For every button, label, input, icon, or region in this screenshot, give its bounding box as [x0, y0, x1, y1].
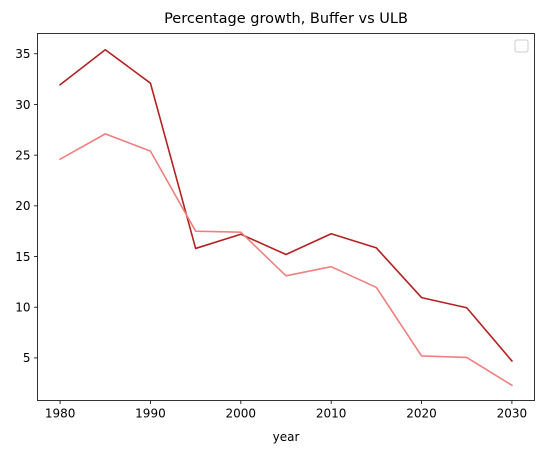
x-tick-label: 2030 — [497, 407, 528, 421]
series-layer — [58, 48, 514, 387]
series-line-2 — [59, 133, 514, 387]
y-tick-label: 20 — [15, 199, 30, 213]
y-tick-label: 5 — [23, 351, 31, 365]
x-axis: 1980 1990 2000 2010 2020 2030 — [45, 400, 528, 421]
chart-title: Percentage growth, Buffer vs ULB — [164, 11, 408, 27]
plot-area — [37, 33, 535, 401]
x-tick-label: 2000 — [226, 407, 257, 421]
y-tick-label: 10 — [15, 301, 30, 315]
y-tick-label: 30 — [15, 98, 30, 112]
x-tick-label: 2020 — [406, 407, 437, 421]
y-axis: 5 10 15 20 25 30 35 — [15, 47, 38, 365]
x-tick-label: 1990 — [135, 407, 166, 421]
x-tick-label: 1980 — [45, 407, 76, 421]
series-line-1 — [58, 48, 514, 363]
y-tick-label: 25 — [15, 148, 30, 162]
plot-frame — [37, 33, 535, 401]
x-tick-label: 2010 — [316, 407, 347, 421]
y-tick-label: 35 — [15, 47, 30, 61]
legend-box — [514, 39, 529, 53]
legend — [514, 39, 529, 53]
x-axis-title: year — [273, 430, 300, 444]
y-tick-label: 15 — [15, 250, 30, 264]
